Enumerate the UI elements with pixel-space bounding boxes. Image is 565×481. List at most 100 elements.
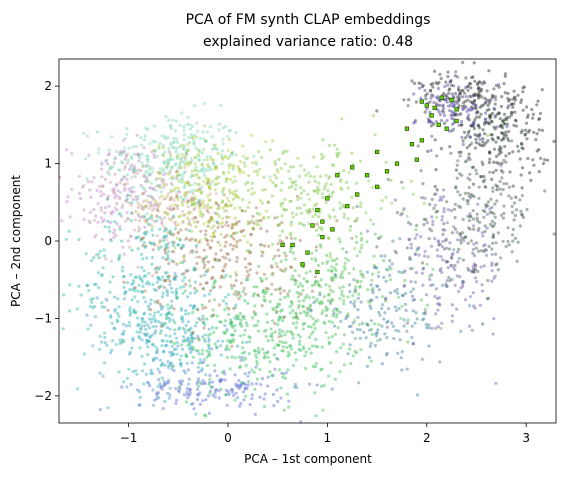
scatter-point: [153, 267, 157, 271]
scatter-point: [466, 88, 470, 92]
scatter-point: [96, 220, 100, 224]
scatter-point: [308, 210, 312, 214]
scatter-point: [247, 262, 251, 266]
scatter-point: [302, 223, 306, 227]
scatter-point: [137, 335, 141, 339]
scatter-point: [166, 311, 171, 315]
scatter-point: [505, 122, 510, 126]
scatter-point: [206, 242, 210, 247]
scatter-point: [216, 203, 221, 207]
scatter-point: [506, 239, 510, 244]
scatter-point: [183, 162, 187, 166]
scatter-point: [326, 268, 331, 272]
scatter-point: [344, 256, 348, 260]
scatter-point: [236, 385, 240, 389]
scatter-point: [432, 122, 436, 126]
scatter-point: [196, 201, 200, 205]
scatter-point: [436, 108, 440, 112]
scatter-point: [288, 329, 292, 333]
scatter-point: [162, 236, 166, 240]
scatter-point: [365, 364, 370, 368]
scatter-point: [473, 268, 478, 272]
scatter-point: [466, 214, 470, 219]
scatter-point: [198, 187, 202, 191]
scatter-point: [167, 274, 171, 278]
scatter-point: [183, 276, 187, 280]
scatter-point: [380, 324, 384, 328]
scatter-point: [333, 215, 337, 219]
scatter-point: [419, 196, 423, 200]
scatter-point: [526, 113, 530, 117]
scatter-point: [184, 339, 188, 343]
scatter-point: [146, 380, 150, 384]
scatter-point: [120, 385, 124, 389]
scatter-point: [169, 204, 173, 208]
scatter-point: [483, 101, 487, 105]
scatter-point: [111, 209, 115, 213]
highlighted-point: [409, 142, 415, 147]
scatter-point: [68, 215, 72, 219]
scatter-point: [155, 202, 159, 206]
scatter-point: [486, 278, 490, 283]
scatter-point: [222, 276, 226, 280]
scatter-point: [228, 340, 232, 344]
scatter-point: [412, 92, 416, 96]
scatter-point: [445, 260, 449, 264]
scatter-point: [187, 212, 191, 216]
scatter-point: [120, 152, 124, 156]
scatter-point: [476, 94, 480, 98]
scatter-point: [142, 275, 146, 279]
scatter-point: [148, 384, 152, 388]
scatter-point: [131, 169, 135, 173]
scatter-point: [154, 351, 158, 355]
scatter-point: [293, 269, 297, 273]
scatter-point: [107, 152, 111, 156]
scatter-point: [214, 146, 218, 151]
scatter-point: [324, 173, 328, 177]
scatter-point: [356, 315, 360, 319]
scatter-point: [426, 149, 430, 153]
scatter-point: [158, 239, 162, 243]
scatter-point: [278, 234, 282, 238]
scatter-point: [151, 170, 155, 174]
scatter-point: [170, 183, 174, 187]
scatter-point: [485, 204, 489, 208]
scatter-point: [486, 296, 490, 300]
scatter-point: [145, 218, 149, 222]
scatter-point: [243, 257, 247, 261]
scatter-point: [515, 208, 519, 212]
scatter-point: [144, 126, 148, 130]
scatter-point: [419, 169, 423, 173]
scatter-point: [362, 330, 366, 334]
scatter-point: [466, 84, 470, 88]
scatter-point: [168, 319, 172, 323]
scatter-point: [278, 298, 283, 302]
scatter-point: [168, 207, 172, 212]
scatter-point: [335, 147, 339, 151]
scatter-point: [281, 201, 285, 205]
scatter-point: [291, 363, 295, 368]
scatter-point: [327, 292, 331, 296]
scatter-point: [445, 96, 449, 100]
scatter-point: [304, 350, 308, 354]
scatter-point: [402, 98, 406, 102]
scatter-point: [421, 283, 425, 287]
scatter-point: [313, 326, 317, 331]
scatter-point: [174, 129, 178, 133]
scatter-point: [334, 268, 338, 272]
scatter-point: [239, 401, 243, 406]
scatter-point: [270, 265, 274, 269]
scatter-point: [221, 199, 225, 203]
scatter-point: [166, 192, 170, 196]
scatter-point: [324, 182, 328, 186]
scatter-point: [78, 197, 83, 201]
scatter-point: [238, 322, 242, 327]
scatter-point: [210, 347, 214, 351]
scatter-point: [234, 189, 238, 193]
scatter-point: [181, 320, 185, 324]
scatter-point: [427, 119, 431, 123]
scatter-point: [186, 368, 190, 372]
scatter-point: [377, 310, 381, 315]
scatter-point: [215, 148, 219, 152]
scatter-point: [98, 371, 102, 375]
